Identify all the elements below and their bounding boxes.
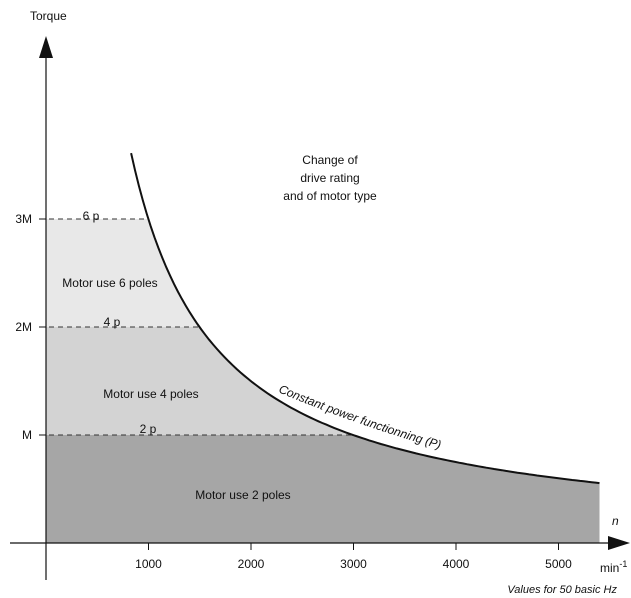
footnote: Values for 50 basic Hz bbox=[507, 584, 617, 596]
x-tick-label: 3000 bbox=[340, 557, 367, 571]
y-axis-arrow bbox=[39, 36, 53, 58]
annotation-line-1: Change of bbox=[302, 153, 358, 167]
pole-label-4p: 4 p bbox=[104, 315, 121, 329]
y-tick-label: 2M bbox=[15, 320, 32, 334]
x-tick-label: 4000 bbox=[443, 557, 470, 571]
region-label-6-poles: Motor use 6 poles bbox=[62, 276, 157, 290]
y-tick-label: 3M bbox=[15, 212, 32, 226]
y-axis-label: Torque bbox=[30, 9, 67, 23]
x-unit-label: min-1 bbox=[600, 559, 627, 575]
y-tick-label: M bbox=[22, 428, 32, 442]
annotation-line-3: and of motor type bbox=[283, 189, 377, 203]
y-ticks: M 2M 3M bbox=[15, 212, 46, 442]
constant-power-curve bbox=[130, 152, 600, 485]
annotation-line-2: drive rating bbox=[300, 171, 359, 185]
region-2-poles bbox=[46, 435, 600, 543]
pole-label-2p: 2 p bbox=[140, 422, 157, 436]
x-tick-label: 1000 bbox=[135, 557, 162, 571]
x-tick-label: 5000 bbox=[545, 557, 572, 571]
region-label-4-poles: Motor use 4 poles bbox=[103, 387, 198, 401]
x-tick-label: 2000 bbox=[238, 557, 265, 571]
x-axis-arrow bbox=[608, 536, 630, 550]
x-axis-label: n bbox=[612, 514, 619, 528]
region-label-2-poles: Motor use 2 poles bbox=[195, 488, 290, 502]
x-ticks: 1000 2000 3000 4000 5000 bbox=[135, 543, 572, 571]
pole-label-6p: 6 p bbox=[83, 209, 100, 223]
